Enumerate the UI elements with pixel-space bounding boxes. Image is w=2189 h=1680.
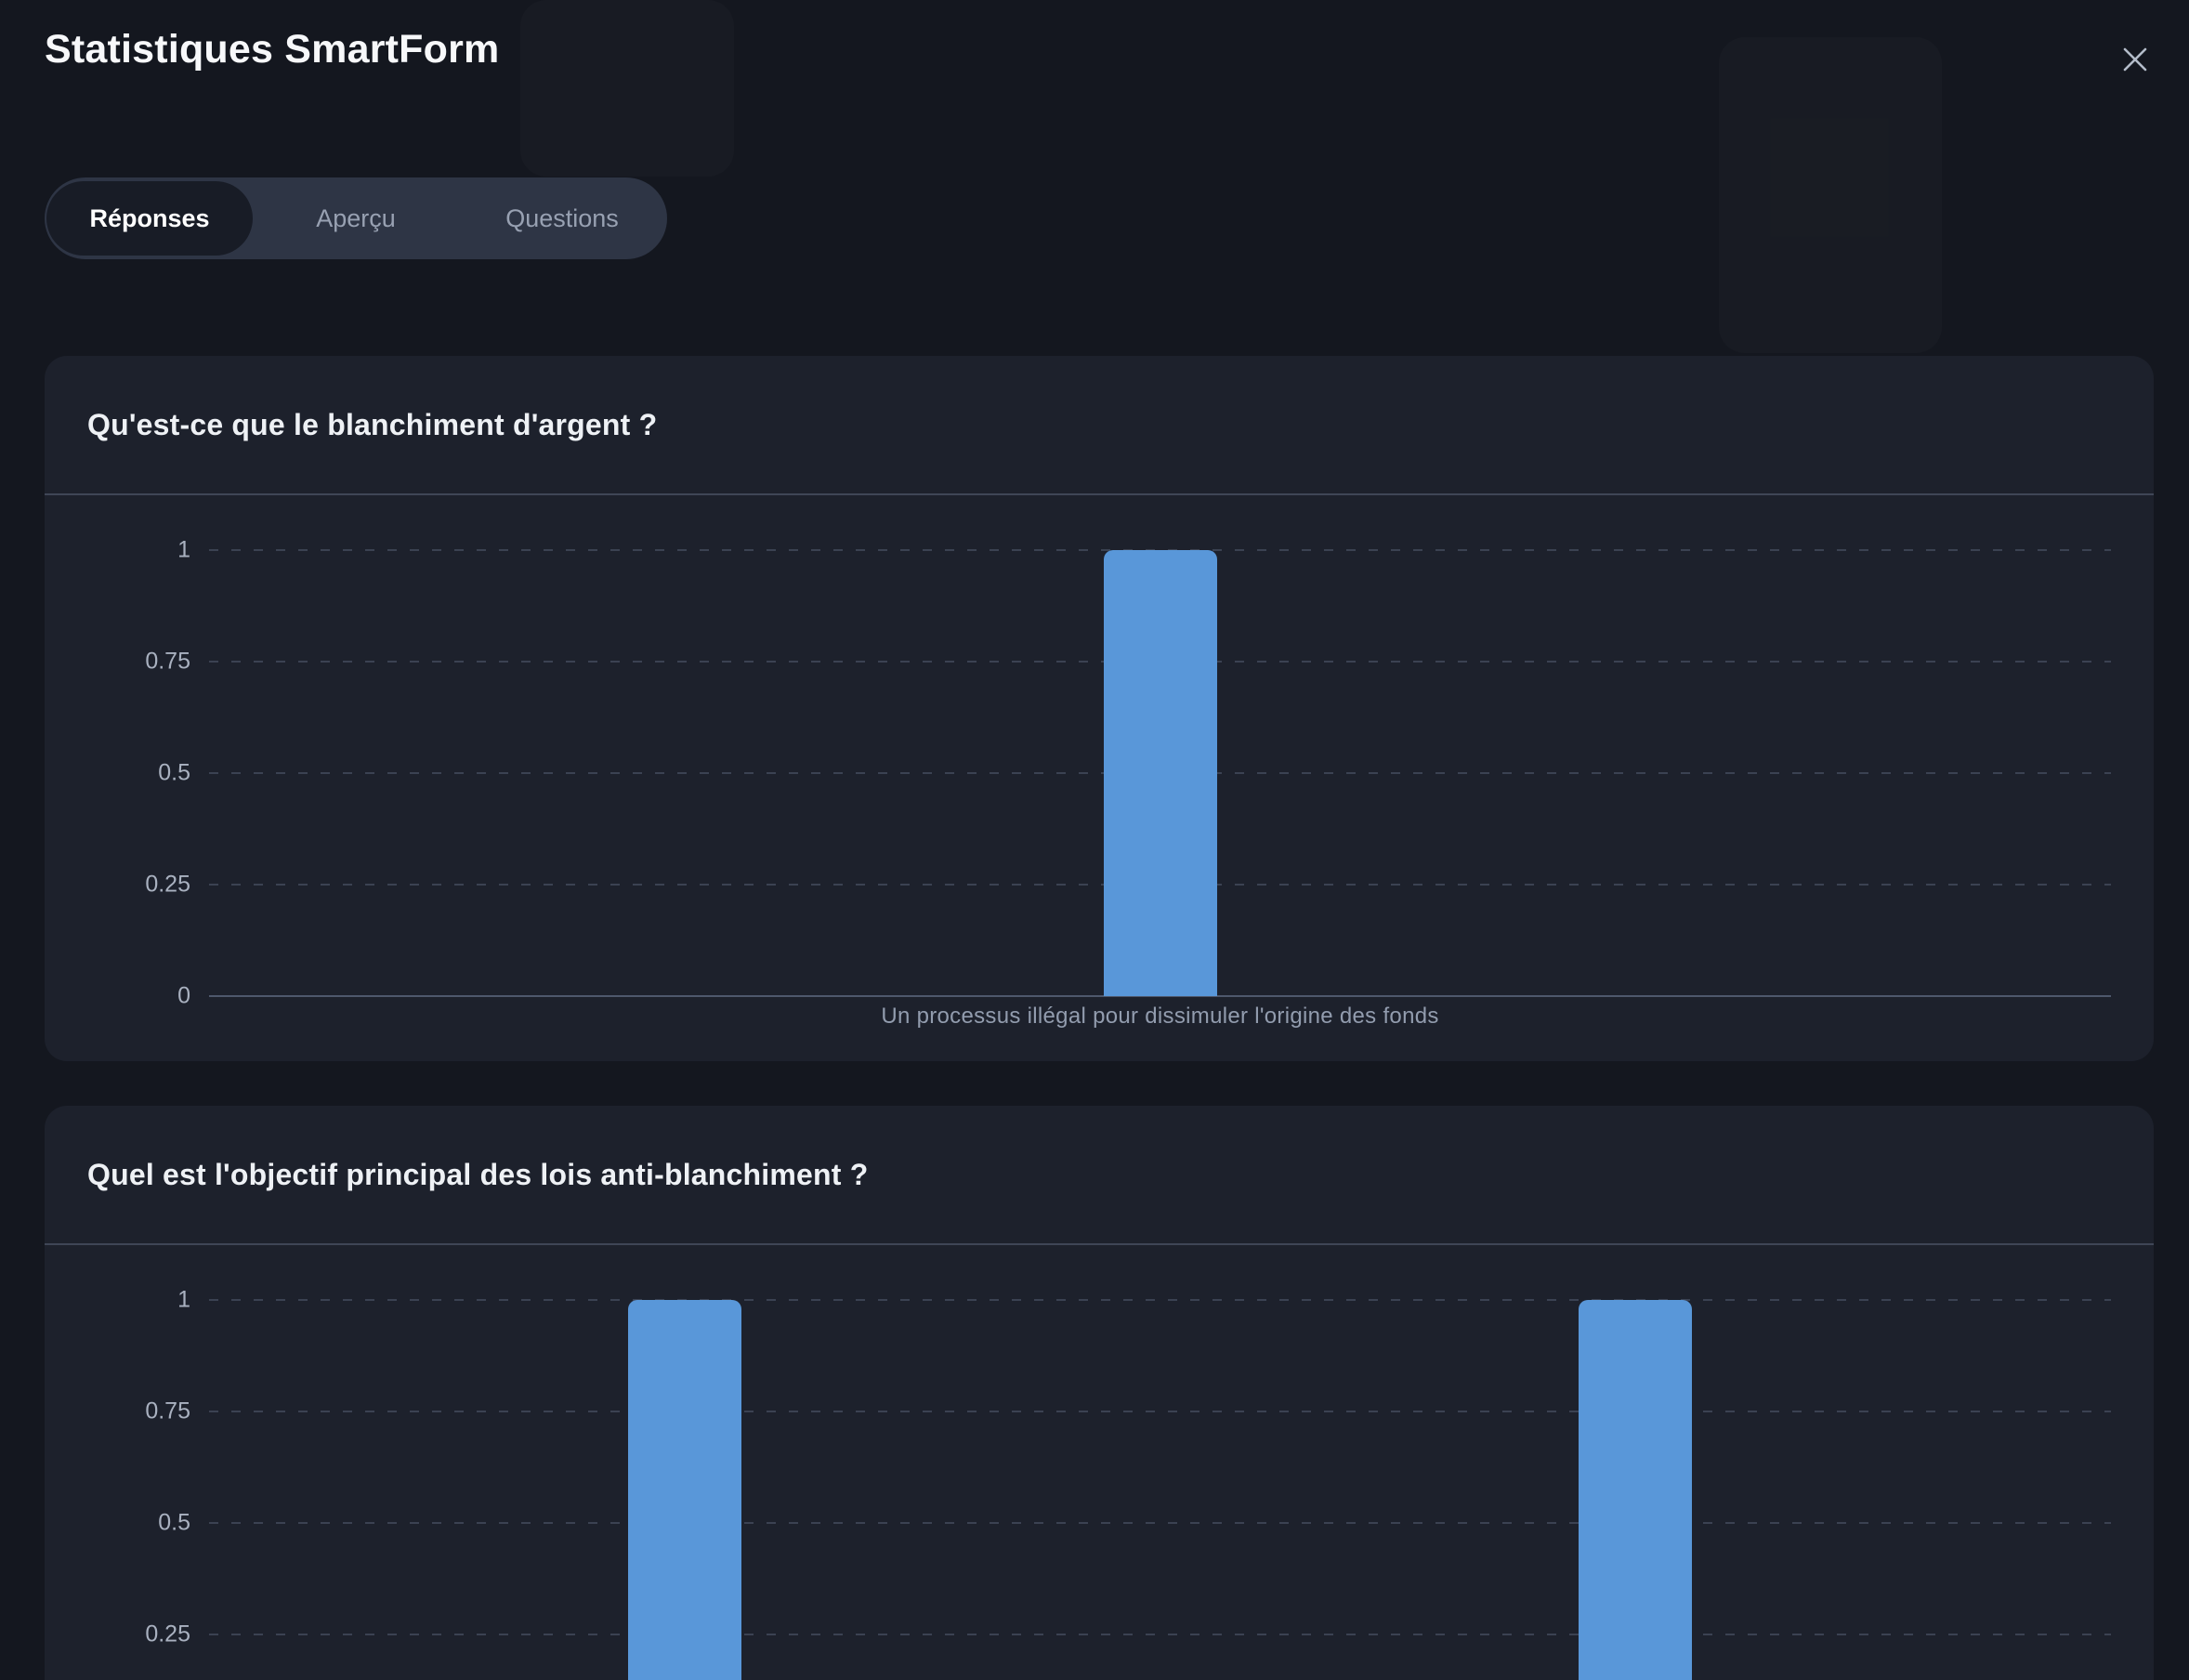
y-tick-label: 0.75 — [145, 648, 190, 675]
gridline-0.25 — [209, 1634, 2111, 1635]
gridline-0.75 — [209, 1411, 2111, 1412]
tab-bar: Réponses Aperçu Questions — [45, 177, 667, 259]
y-tick-label: 0.25 — [145, 1621, 190, 1647]
question-card-2: Quel est l'objectif principal des lois a… — [45, 1106, 2154, 1680]
bar-chart-1: 1 0.75 0.5 0.25 0 Un processus illégal pour … — [45, 495, 2154, 1048]
gridline-0.5 — [209, 1522, 2111, 1524]
tab-apercu[interactable]: Aperçu — [253, 181, 459, 256]
bar-0[interactable] — [1103, 550, 1217, 996]
close-button[interactable] — [2109, 33, 2161, 85]
y-tick-label: 0.5 — [158, 1509, 190, 1536]
close-icon — [2121, 46, 2149, 73]
y-tick-label: 0.25 — [145, 871, 190, 898]
y-tick-label: 1 — [177, 1286, 190, 1313]
gridline-1 — [209, 1299, 2111, 1301]
plot-area: 1 0.75 0.5 0.25 — [145, 1287, 2111, 1680]
y-tick-label: 0.75 — [145, 1398, 190, 1424]
question-title: Quel est l'objectif principal des lois a… — [87, 1157, 869, 1191]
modal-content: Statistiques SmartForm Réponses Aperçu Q… — [45, 0, 2154, 1680]
y-tick-label: 0 — [177, 982, 190, 1009]
tab-reponses[interactable]: Réponses — [46, 181, 253, 256]
plot-area: 1 0.75 0.5 0.25 0 — [145, 537, 2111, 1009]
bar-0[interactable] — [627, 1300, 741, 1680]
modal-header: Statistiques SmartForm — [45, 0, 2154, 72]
page-title: Statistiques SmartForm — [45, 27, 500, 72]
tab-questions[interactable]: Questions — [459, 181, 665, 256]
question-card-1: Qu'est-ce que le blanchiment d'argent ? … — [45, 356, 2154, 1061]
y-tick-label: 1 — [177, 536, 190, 563]
x-axis-labels: Un processus illégal pour dissimuler l'o… — [209, 996, 2111, 1048]
question-card-1-header: Qu'est-ce que le blanchiment d'argent ? — [45, 356, 2154, 495]
bar-chart-2: 1 0.75 0.5 0.25 — [45, 1245, 2154, 1680]
bar-1[interactable] — [1579, 1300, 1693, 1680]
question-card-2-header: Quel est l'objectif principal des lois a… — [45, 1106, 2154, 1245]
x-tick-label: Un processus illégal pour dissimuler l'o… — [881, 1004, 1439, 1029]
y-tick-label: 0.5 — [158, 759, 190, 786]
gridline-0 — [209, 995, 2111, 997]
question-title: Qu'est-ce que le blanchiment d'argent ? — [87, 407, 658, 441]
